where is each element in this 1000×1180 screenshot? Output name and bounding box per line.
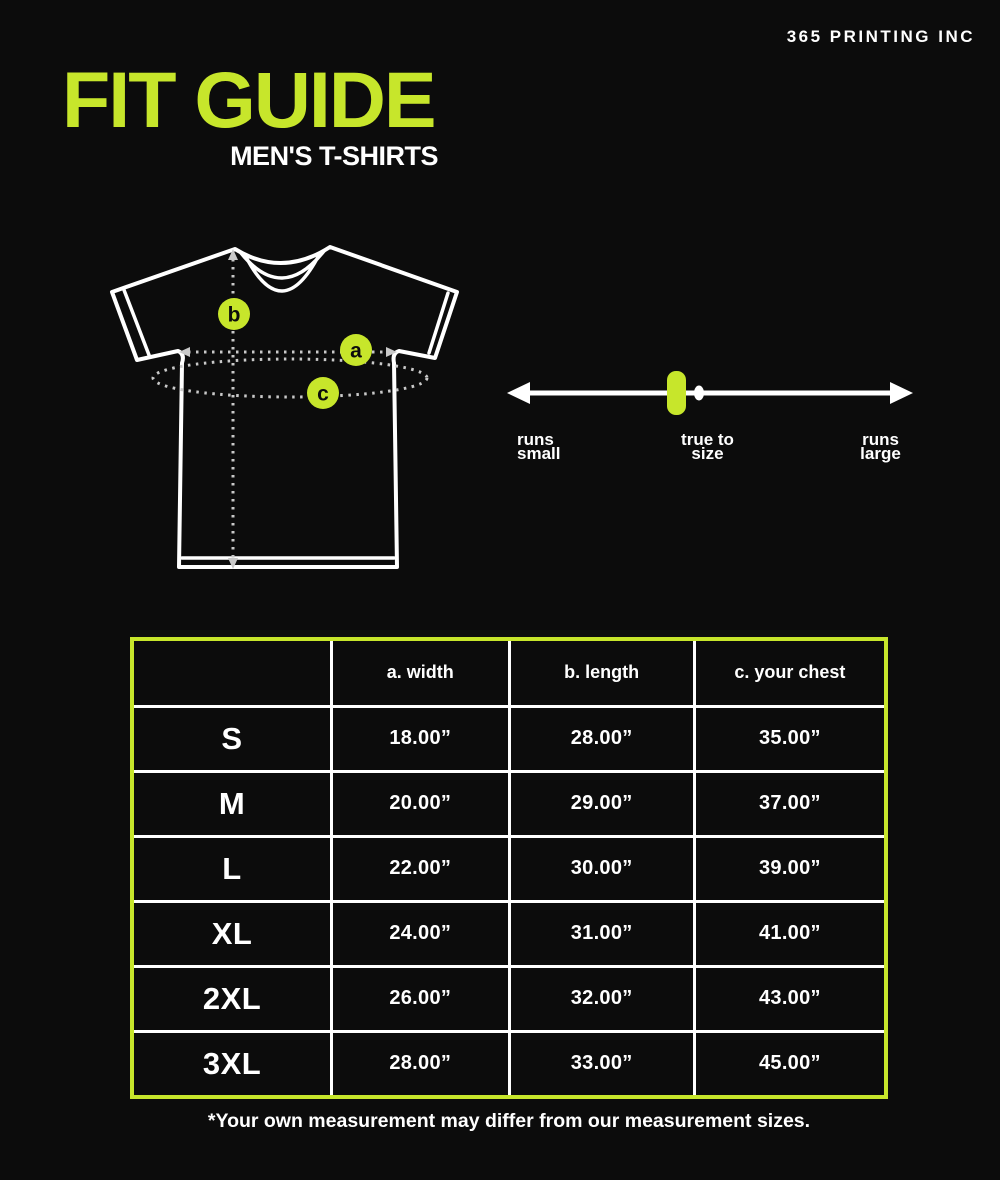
marker-chest: c — [307, 377, 339, 409]
chest-value: 35.00” — [695, 707, 884, 770]
runs-small-line1: runs — [517, 430, 554, 449]
collar-band-lines — [239, 249, 326, 293]
marker-chest-letter: c — [317, 383, 329, 406]
size-label: L — [134, 837, 331, 900]
length-arrow-up — [228, 249, 238, 260]
page-subtitle: MEN'S T-SHIRTS — [230, 141, 438, 171]
chest-value: 45.00” — [695, 1032, 884, 1095]
fit-scale-label-runs-large: runs large — [833, 430, 928, 463]
size-label: 2XL — [134, 967, 331, 1030]
fit-scale-label-runs-small: runs small — [517, 430, 561, 463]
fit-scale-dot — [694, 385, 704, 401]
page-title: FIT GUIDE — [62, 55, 437, 144]
true-to-size-line2: size — [691, 444, 724, 463]
fit-scale-arrow-left — [507, 382, 530, 404]
marker-width: a — [340, 334, 372, 366]
marker-chest-circle — [307, 377, 339, 409]
chest-dashed-ellipse — [151, 357, 429, 399]
size-label: XL — [134, 902, 331, 965]
width-value: 22.00” — [333, 837, 508, 900]
title-block: FIT GUIDE MEN'S T-SHIRTS — [62, 55, 439, 171]
chest-value: 39.00” — [695, 837, 884, 900]
length-value: 29.00” — [510, 772, 693, 835]
tshirt-outline — [110, 245, 459, 569]
fit-scale-label-true-to-size: true to size — [660, 430, 755, 463]
size-chart-table: a. width b. length c. your chest S 18.00… — [130, 637, 888, 1099]
length-arrow-down — [228, 558, 238, 569]
true-to-size-line1: true to — [681, 430, 734, 449]
marker-length-letter: b — [228, 304, 241, 327]
column-header-length: b. length — [510, 641, 693, 705]
length-value: 28.00” — [510, 707, 693, 770]
width-value: 28.00” — [333, 1032, 508, 1095]
length-value: 32.00” — [510, 967, 693, 1030]
runs-large-line1: runs — [862, 430, 899, 449]
fit-scale-arrow-right — [890, 382, 913, 404]
brand-text: 365 PRINTING INC — [786, 27, 975, 46]
chest-value: 41.00” — [695, 902, 884, 965]
runs-large-line2: large — [860, 444, 901, 463]
length-value: 33.00” — [510, 1032, 693, 1095]
column-header-width: a. width — [333, 641, 508, 705]
chest-value: 43.00” — [695, 967, 884, 1030]
fit-scale-true-to-size-marker — [667, 371, 686, 415]
column-header-chest: c. your chest — [695, 641, 884, 705]
width-value: 24.00” — [333, 902, 508, 965]
column-header-size — [134, 641, 331, 705]
width-arrow-right — [386, 347, 397, 357]
measurement-disclaimer: *Your own measurement may differ from ou… — [207, 1110, 811, 1132]
runs-small-line2: small — [517, 444, 561, 463]
chest-value: 37.00” — [695, 772, 884, 835]
marker-length: b — [218, 298, 250, 330]
width-arrow-left — [179, 347, 190, 357]
marker-width-circle — [340, 334, 372, 366]
length-value: 30.00” — [510, 837, 693, 900]
size-label: S — [134, 707, 331, 770]
size-label: M — [134, 772, 331, 835]
marker-width-letter: a — [350, 340, 362, 363]
length-value: 31.00” — [510, 902, 693, 965]
sleeve-cuff-lines — [122, 288, 450, 357]
size-label: 3XL — [134, 1032, 331, 1095]
marker-length-circle — [218, 298, 250, 330]
width-value: 26.00” — [333, 967, 508, 1030]
tshirt-diagram: b a c — [110, 245, 459, 569]
width-value: 18.00” — [333, 707, 508, 770]
fit-scale-diagram — [507, 371, 913, 415]
width-value: 20.00” — [333, 772, 508, 835]
